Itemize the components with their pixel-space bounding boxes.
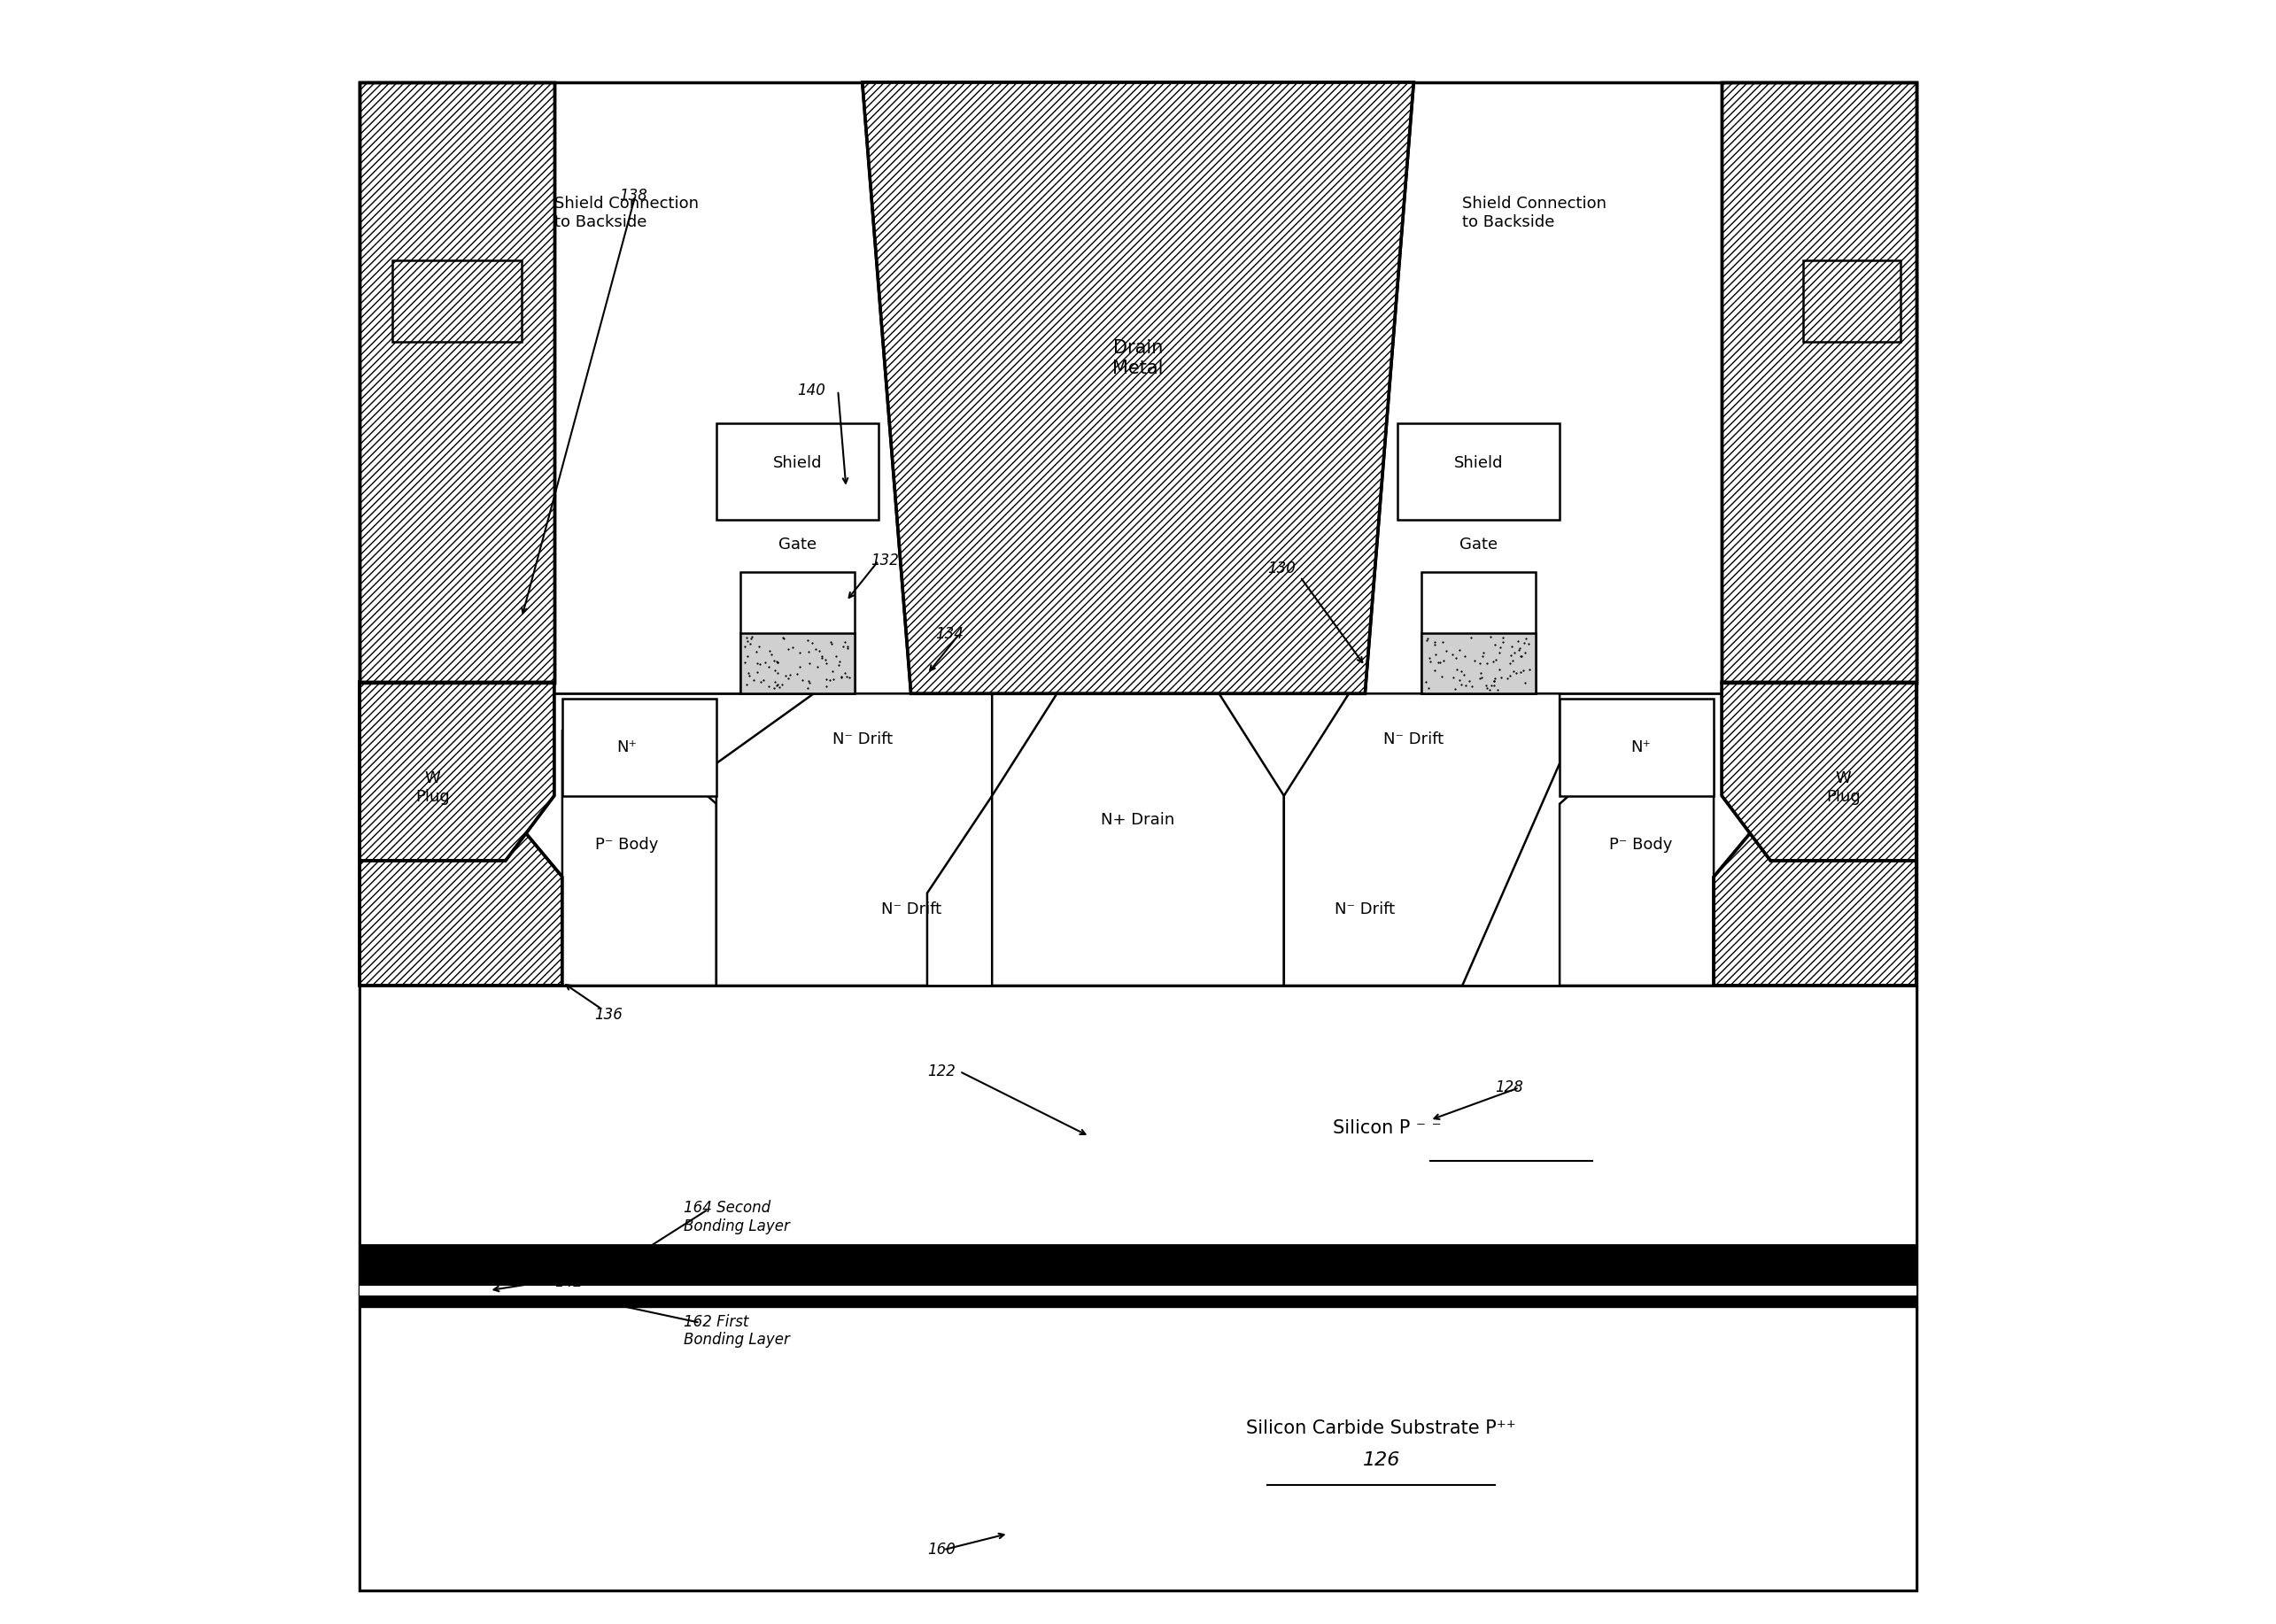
Text: N+ Drain: N+ Drain	[1102, 812, 1174, 828]
Text: N⁻ Drift: N⁻ Drift	[881, 901, 940, 918]
Bar	[391, 261, 521, 341]
Text: Drain
Metal: Drain Metal	[1113, 339, 1163, 377]
Text: 132: 132	[869, 552, 899, 568]
Bar	[360, 693, 1916, 986]
Bar	[562, 698, 717, 796]
Bar	[360, 1275, 1916, 1307]
Text: Gate: Gate	[1459, 536, 1498, 552]
Text: N⁺: N⁺	[1630, 739, 1650, 755]
Text: N⁻ Drift: N⁻ Drift	[833, 731, 892, 747]
Text: P⁻ Body: P⁻ Body	[596, 836, 658, 853]
Text: N⁺: N⁺	[617, 739, 637, 755]
Text: 126: 126	[1363, 1452, 1400, 1470]
Bar	[360, 986, 1916, 1246]
Polygon shape	[1714, 682, 1916, 986]
Text: 130: 130	[1268, 560, 1295, 577]
Text: Shield: Shield	[774, 455, 822, 471]
Text: 142: 142	[553, 1275, 583, 1289]
Text: 138: 138	[619, 188, 646, 203]
Bar	[1422, 572, 1536, 693]
Polygon shape	[360, 83, 553, 682]
Text: Silicon P ⁻ ⁻: Silicon P ⁻ ⁻	[1334, 1119, 1441, 1137]
Text: N⁻ Drift: N⁻ Drift	[1336, 901, 1395, 918]
Text: N⁻ Drift: N⁻ Drift	[1384, 731, 1443, 747]
Text: W
Plug: W Plug	[1825, 770, 1859, 806]
Text: 162 First
Bonding Layer: 162 First Bonding Layer	[683, 1314, 790, 1348]
Text: 160: 160	[926, 1541, 956, 1557]
Text: 122: 122	[926, 1064, 956, 1080]
Text: 128: 128	[1495, 1080, 1523, 1096]
Bar	[1422, 633, 1536, 693]
Text: 134: 134	[935, 625, 963, 641]
Text: 164 Second
Bonding Layer: 164 Second Bonding Layer	[683, 1200, 790, 1234]
Bar	[360, 1299, 1916, 1590]
Polygon shape	[992, 693, 1284, 986]
Text: Shield: Shield	[1454, 455, 1502, 471]
Polygon shape	[1284, 693, 1559, 986]
Polygon shape	[863, 83, 1413, 693]
Bar	[740, 572, 854, 693]
Polygon shape	[717, 693, 992, 986]
Bar	[360, 1286, 1916, 1296]
Text: Silicon Carbide Substrate P⁺⁺: Silicon Carbide Substrate P⁺⁺	[1247, 1419, 1516, 1437]
Text: Shield Connection
to Backside: Shield Connection to Backside	[1463, 197, 1607, 231]
Polygon shape	[1723, 83, 1916, 682]
Text: W
Plug: W Plug	[417, 770, 451, 806]
Bar	[360, 1246, 1916, 1275]
Text: 136: 136	[594, 1007, 624, 1023]
Bar	[1559, 698, 1714, 796]
Polygon shape	[1559, 731, 1714, 986]
Text: Shield Connection
to Backside: Shield Connection to Backside	[553, 197, 699, 231]
Polygon shape	[360, 682, 562, 986]
Polygon shape	[360, 682, 553, 861]
Text: 140: 140	[797, 382, 826, 398]
Bar	[1397, 422, 1559, 520]
Polygon shape	[562, 731, 717, 986]
Bar	[740, 633, 854, 693]
Bar	[717, 422, 879, 520]
Bar	[1803, 261, 1900, 341]
Polygon shape	[1723, 682, 1916, 861]
Text: P⁻ Body: P⁻ Body	[1609, 836, 1673, 853]
Text: Gate: Gate	[778, 536, 817, 552]
